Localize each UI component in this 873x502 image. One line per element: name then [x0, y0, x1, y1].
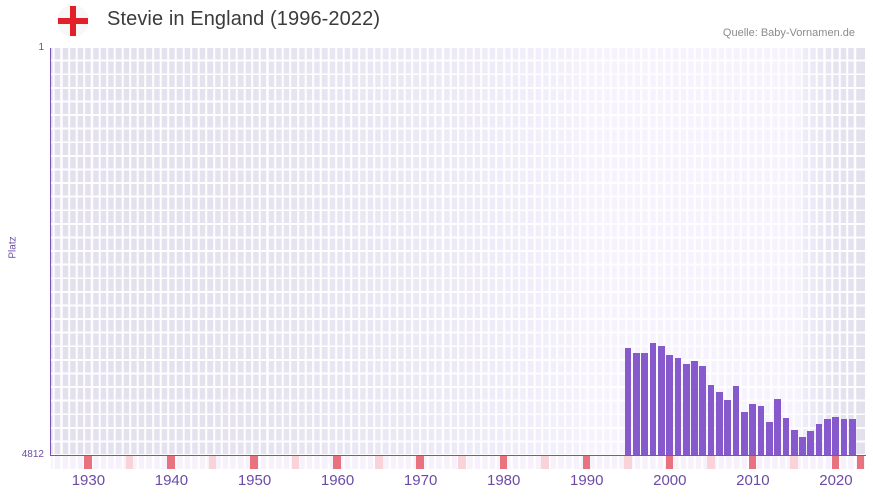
x-axis-decade-mark	[250, 456, 258, 469]
bar[interactable]	[657, 345, 665, 455]
bar[interactable]	[790, 430, 798, 455]
bar-series	[51, 48, 865, 455]
bar[interactable]	[848, 419, 856, 455]
bar[interactable]	[724, 400, 732, 455]
bar[interactable]	[807, 431, 815, 455]
gridlines-horizontal	[51, 48, 865, 455]
bar[interactable]	[716, 392, 723, 455]
x-axis-decade-mark	[167, 456, 175, 469]
y-axis-line	[50, 48, 51, 456]
x-axis-half-decade-mark	[541, 456, 549, 469]
bar[interactable]	[633, 352, 640, 455]
x-axis-half-decade-mark	[374, 456, 383, 469]
bar[interactable]	[774, 399, 781, 455]
x-axis-tick-label: 1990	[570, 472, 604, 489]
x-axis-tick-label: 1960	[320, 472, 355, 489]
source-attribution: Quelle: Baby-Vornamen.de	[722, 27, 855, 39]
bar[interactable]	[691, 361, 698, 455]
x-axis-tick-label: 1980	[486, 472, 521, 489]
bar[interactable]	[699, 366, 707, 455]
x-axis-decade-mark	[333, 456, 341, 469]
bar[interactable]	[649, 342, 657, 455]
x-axis-tick-label: 1940	[154, 472, 189, 489]
x-axis-half-decade-mark	[125, 456, 134, 469]
y-axis-tick-top: 1	[38, 42, 44, 53]
x-axis-half-decade-mark	[707, 456, 715, 469]
x-axis-decade-mark	[499, 456, 508, 469]
x-axis-tick-label: 1930	[71, 472, 106, 489]
plot-area	[51, 48, 865, 455]
x-axis-tick-label: 1970	[403, 472, 438, 489]
x-axis-decade-mark	[665, 456, 674, 469]
bar[interactable]	[707, 385, 715, 455]
x-axis-half-decade-mark	[458, 456, 466, 469]
x-axis-decade-mark	[84, 456, 92, 469]
bar[interactable]	[832, 417, 840, 455]
bar[interactable]	[765, 422, 773, 455]
flag-cross-horizontal	[58, 18, 88, 24]
x-axis-decade-mark	[416, 456, 425, 469]
bar[interactable]	[741, 412, 748, 455]
bar[interactable]	[840, 419, 848, 455]
x-axis-half-decade-mark	[790, 456, 798, 469]
bar[interactable]	[666, 355, 673, 455]
x-axis-half-decade-mark	[624, 456, 632, 469]
bar[interactable]	[624, 347, 632, 455]
england-flag-icon	[57, 5, 89, 37]
x-axis-tick-label: 2010	[736, 472, 770, 489]
x-axis-decade-mark	[856, 456, 865, 469]
x-axis-decade-mark	[582, 456, 591, 469]
x-axis-line	[50, 455, 866, 456]
x-axis-half-decade-mark	[291, 456, 300, 469]
x-axis-tick-label: 1950	[237, 472, 272, 489]
bar[interactable]	[732, 386, 740, 455]
x-axis-half-decade-mark	[208, 456, 217, 469]
bar[interactable]	[749, 404, 757, 455]
bar[interactable]	[682, 364, 690, 455]
bar[interactable]	[674, 358, 682, 455]
bar[interactable]	[824, 419, 831, 455]
page-title: Stevie in England (1996-2022)	[107, 8, 381, 30]
x-axis-decade-mark	[748, 456, 757, 469]
x-axis-tick-label: 2000	[653, 472, 687, 489]
bar[interactable]	[641, 352, 649, 455]
bar[interactable]	[782, 418, 790, 455]
bar[interactable]	[815, 424, 823, 455]
x-axis-tick-band	[51, 456, 865, 469]
x-axis-decade-mark	[831, 456, 840, 469]
chart-header: Stevie in England (1996-2022) Quelle: Ba…	[0, 0, 873, 48]
bar[interactable]	[799, 437, 806, 455]
x-axis-tick-label: 2020	[819, 472, 853, 489]
y-axis-tick-bottom: 4812	[21, 449, 44, 460]
y-axis-label: Platz	[7, 236, 19, 259]
bar[interactable]	[757, 406, 765, 455]
